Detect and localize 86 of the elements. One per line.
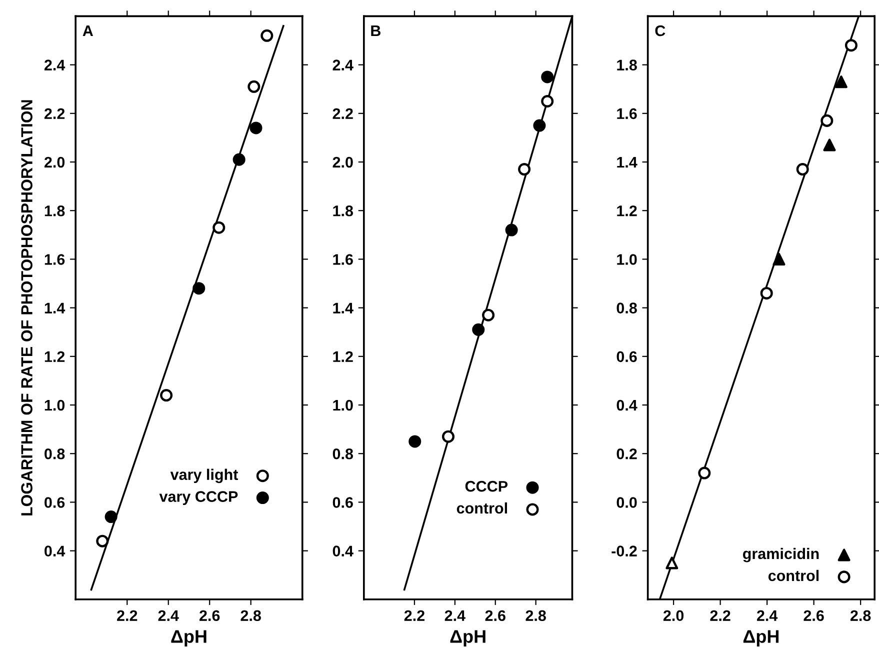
y-tick-label: 0.2	[616, 448, 637, 460]
point	[698, 466, 711, 480]
x-tick-label: 2.4	[444, 610, 466, 621]
y-tick-label: 0.6	[332, 497, 353, 508]
y-tick-label: 1.8	[617, 60, 637, 70]
y-tick-label: 0.4	[332, 546, 354, 556]
chart-title: C	[655, 25, 666, 36]
point	[518, 163, 531, 176]
point	[472, 323, 485, 336]
legend-label: vary CCCP	[159, 491, 238, 505]
point	[820, 114, 834, 127]
point	[823, 138, 836, 152]
point	[104, 510, 118, 524]
point	[796, 163, 809, 176]
point	[482, 308, 495, 322]
x-tick-label: 2.2	[710, 610, 730, 621]
y-tick-label: 2.2	[332, 108, 353, 119]
y-tick-label: 2.4	[44, 60, 66, 70]
point	[192, 282, 206, 295]
y-tick-label: 1.6	[44, 254, 65, 265]
y-tick-label: 2.2	[44, 108, 65, 119]
y-tick-label: 1.6	[333, 254, 353, 265]
legend-label: vary light	[170, 468, 238, 484]
y-tick-label: -0.2	[612, 546, 637, 556]
x-tick-label: 2.6	[804, 610, 824, 622]
chart-title: A	[82, 26, 94, 36]
y-tick-label: 1.0	[333, 400, 353, 411]
y-axis-title: LOGARITHM OF RATE OF PHOTOPHOSPHORYLATION	[21, 100, 32, 516]
point	[212, 221, 226, 234]
y-tick-label: 1.4	[617, 157, 638, 168]
legend-label: CCCP	[465, 480, 508, 492]
point	[541, 70, 554, 84]
point	[96, 534, 109, 548]
y-tick-label: 1.2	[44, 351, 65, 362]
point	[442, 430, 455, 443]
y-tick-label: 1.2	[333, 351, 353, 362]
y-tick-label: 2.0	[44, 156, 65, 168]
x-axis-title: ΔpH	[171, 630, 206, 646]
y-tick-label: 0.8	[332, 448, 354, 460]
point	[232, 153, 246, 166]
legend-label: gramicidin	[742, 548, 819, 562]
y-tick-label: 2.4	[332, 60, 354, 70]
x-axis-title: ΔpH	[450, 630, 486, 646]
x-tick-label: 2.2	[404, 610, 424, 621]
y-tick-label: 1.8	[333, 205, 354, 216]
point	[844, 39, 858, 52]
x-tick-label: 2.4	[756, 610, 778, 621]
y-tick-label: 1.8	[44, 205, 65, 216]
x-tick-label: 2.0	[663, 610, 684, 622]
point	[533, 119, 546, 132]
x-tick-label: 2.8	[526, 610, 546, 622]
point	[160, 389, 173, 402]
point	[408, 435, 422, 448]
point	[250, 122, 262, 134]
point	[772, 252, 786, 266]
point	[260, 29, 274, 42]
point	[760, 286, 773, 300]
y-tick-label: 1.0	[617, 254, 637, 265]
y-tick-label: 0.8	[44, 448, 65, 460]
y-tick-label: 1.2	[617, 205, 637, 216]
y-tick-label: 0.4	[616, 400, 638, 411]
y-tick-label: 0.4	[44, 546, 66, 556]
y-tick-label: 1.4	[44, 302, 66, 314]
y-tick-label: 0.0	[616, 497, 637, 508]
y-tick-label: 0.6	[44, 497, 65, 508]
legend-label: control	[456, 502, 507, 514]
y-tick-label: 1.4	[333, 302, 354, 314]
point	[505, 224, 518, 236]
y-tick-label: 0.8	[616, 302, 637, 314]
x-axis-title: ΔpH	[743, 630, 779, 646]
y-tick-label: 2.0	[332, 156, 353, 168]
x-tick-label: 2.6	[485, 610, 506, 622]
point	[834, 76, 848, 88]
point	[666, 556, 678, 570]
y-tick-label: 1.6	[617, 108, 637, 120]
point	[541, 94, 554, 108]
x-tick-label: 2.8	[850, 610, 871, 622]
x-tick-label: 2.4	[158, 610, 179, 621]
x-tick-label: 2.8	[240, 610, 261, 622]
chart-title: B	[371, 26, 380, 36]
x-tick-label: 2.6	[200, 610, 220, 622]
legend-label: control	[768, 570, 819, 582]
point	[248, 80, 260, 93]
y-tick-label: 1.0	[44, 400, 65, 411]
x-tick-label: 2.2	[117, 610, 138, 621]
y-tick-label: 0.6	[616, 351, 637, 362]
